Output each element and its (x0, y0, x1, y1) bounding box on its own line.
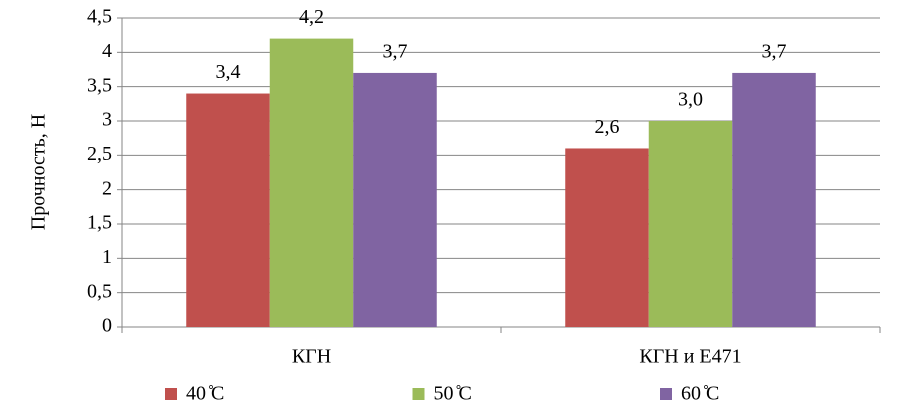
y-tick-label: 2,5 (87, 143, 112, 165)
bar (269, 38, 354, 327)
legend-swatch (412, 388, 425, 400)
bar (186, 93, 270, 328)
data-label: 3,7 (383, 41, 408, 63)
y-tick-label: 0 (102, 315, 112, 337)
x-tick-label: КГН (292, 346, 331, 368)
data-label: 3,7 (762, 41, 787, 63)
legend-label: 50 ̊С (434, 383, 472, 405)
data-label: 3,0 (678, 89, 703, 111)
y-tick-label: 1,5 (87, 212, 112, 234)
legend-label: 60 ̊С (681, 383, 719, 405)
x-tick-label: КГН и Е471 (639, 346, 741, 368)
data-label: 3,4 (216, 61, 241, 83)
bar (353, 72, 437, 327)
y-axis-label: Прочность, Н (28, 114, 50, 230)
y-tick-label: 4 (102, 40, 112, 62)
data-label: 4,2 (299, 6, 324, 28)
bar (648, 121, 733, 327)
legend-swatch (165, 388, 177, 400)
y-tick-label: 4,5 (87, 6, 112, 28)
y-tick-label: 1 (102, 246, 112, 268)
y-tick-label: 0,5 (87, 280, 112, 302)
data-label: 2,6 (595, 116, 620, 138)
y-tick-label: 2 (102, 177, 112, 199)
bar (565, 148, 649, 327)
y-tick-label: 3 (102, 109, 112, 131)
legend-swatch (660, 388, 672, 400)
y-tick-label: 3,5 (87, 74, 112, 96)
bar (732, 72, 816, 327)
legend-label: 40 ̊С (186, 383, 224, 405)
